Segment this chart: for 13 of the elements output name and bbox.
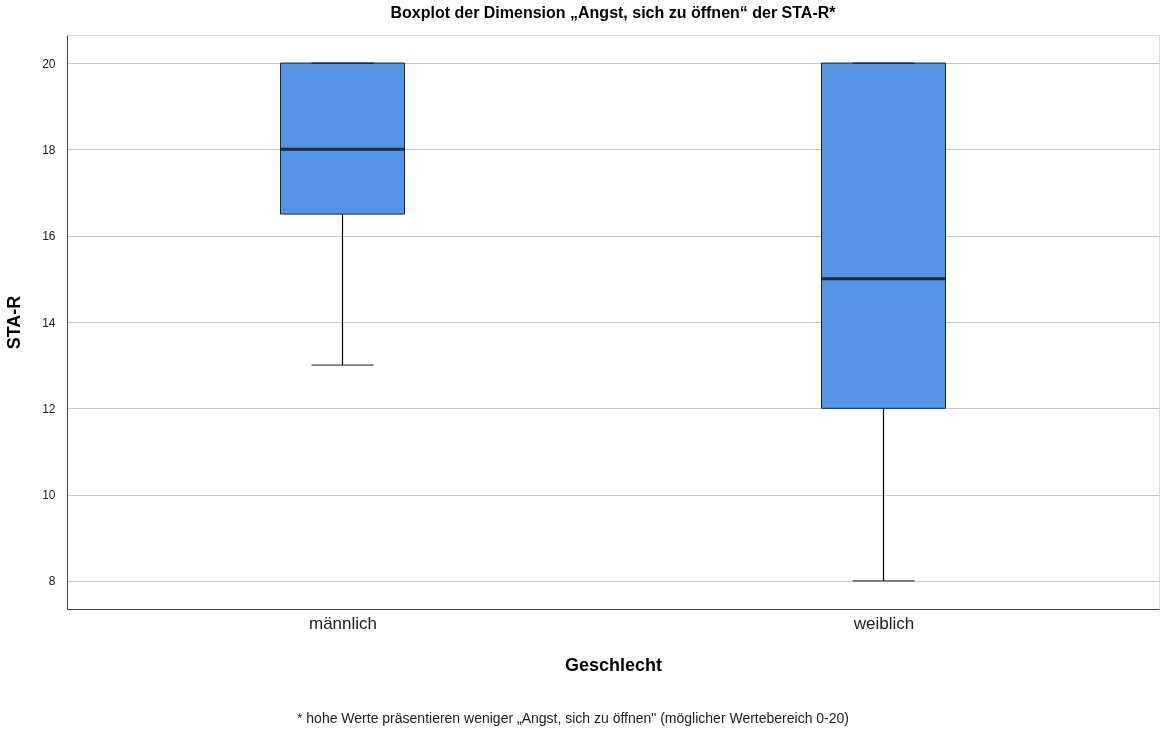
y-tick-label: 20 bbox=[42, 56, 56, 71]
y-axis-title: STA-R bbox=[4, 295, 25, 350]
y-tick-label: 16 bbox=[42, 229, 56, 244]
x-tick-label: weiblich bbox=[852, 613, 915, 633]
y-tick-label: 10 bbox=[42, 488, 56, 503]
x-axis-title: Geschlecht bbox=[564, 654, 663, 675]
y-tick-label: 8 bbox=[48, 574, 56, 589]
y-tick-label: 14 bbox=[42, 315, 56, 330]
y-tick-label: 18 bbox=[42, 142, 56, 157]
y-tick-label: 12 bbox=[42, 401, 56, 416]
x-tick-label: männlich bbox=[308, 613, 378, 633]
text: * hohe Werte präsentieren weniger „Angst, sich zu öffnen" (möglicher Wertebereich 0-20) bbox=[296, 710, 850, 726]
chart-title: Boxplot der Dimension „Angst, sich zu öffnen“ der STA-R* bbox=[390, 4, 837, 21]
